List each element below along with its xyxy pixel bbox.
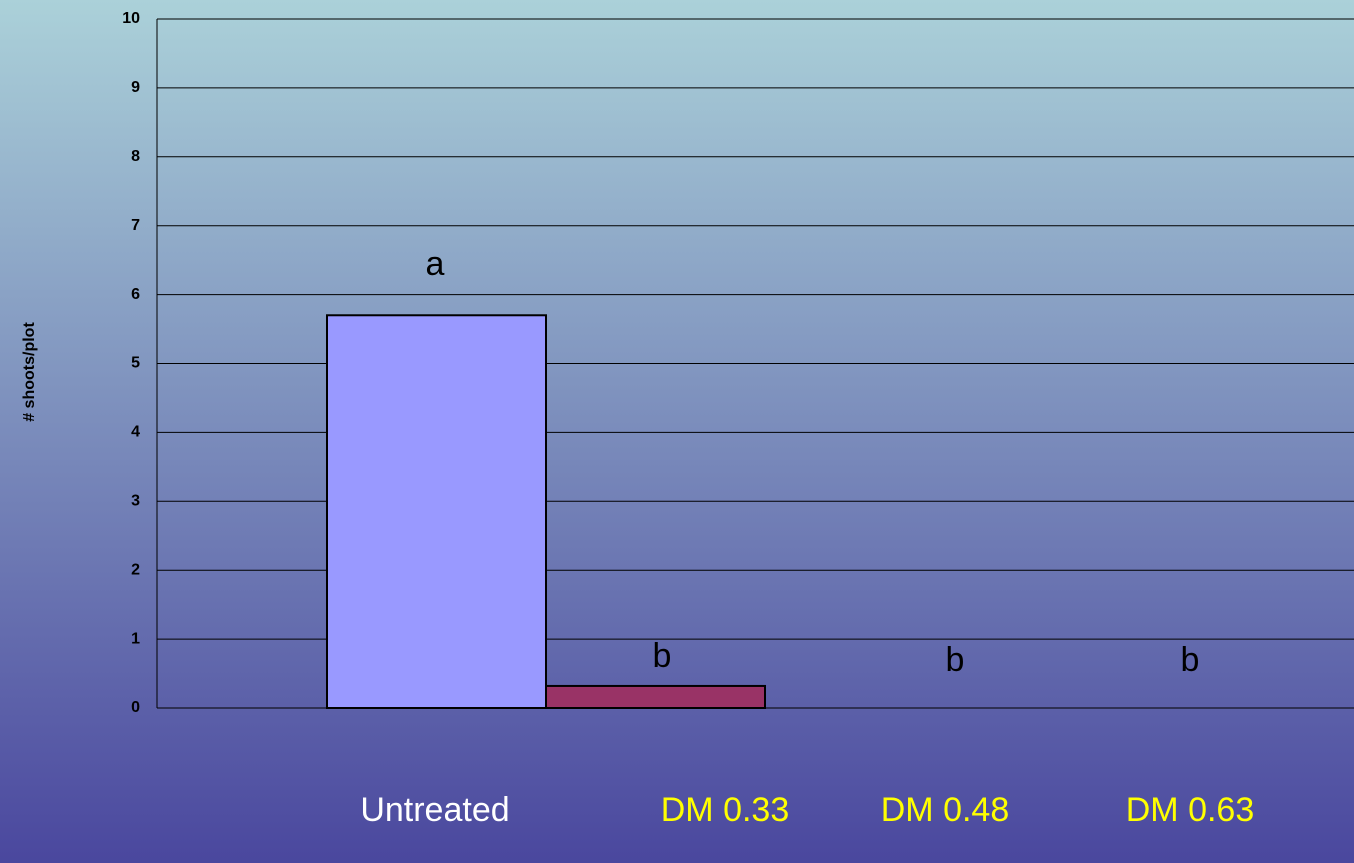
- y-tick-label: 7: [131, 217, 140, 234]
- y-tick-label: 2: [131, 561, 140, 578]
- legend-label: DM 0.48: [881, 791, 1010, 829]
- y-tick-label: 6: [131, 286, 140, 303]
- y-tick-label: 3: [131, 493, 140, 510]
- bar: [545, 684, 766, 710]
- legend-label: DM 0.33: [661, 791, 790, 829]
- annotation: b: [946, 641, 965, 679]
- legend-label: DM 0.63: [1126, 791, 1255, 829]
- y-axis-label: # shoots/plot: [21, 322, 38, 422]
- y-tick-label: 4: [131, 424, 140, 441]
- annotation: b: [1181, 641, 1200, 679]
- annotation: b: [653, 637, 672, 675]
- legend-label: Untreated: [360, 791, 509, 829]
- y-tick-label: 5: [131, 355, 140, 372]
- y-tick-label: 9: [131, 79, 140, 96]
- y-tick-label: 10: [122, 10, 140, 27]
- annotation: a: [426, 245, 445, 283]
- y-tick-label: 0: [131, 699, 140, 716]
- y-tick-label: 1: [131, 630, 140, 647]
- bar: [326, 314, 547, 709]
- y-tick-label: 8: [131, 148, 140, 165]
